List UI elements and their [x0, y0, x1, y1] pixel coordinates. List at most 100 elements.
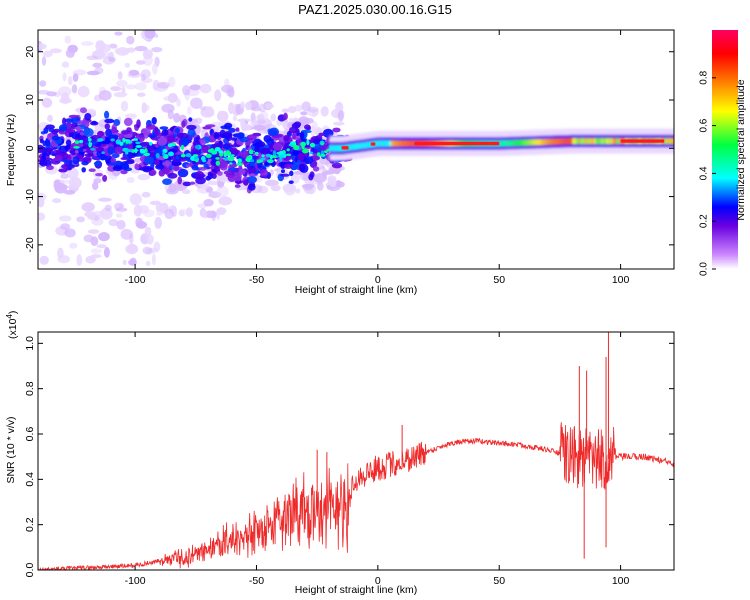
- noise-blob: [218, 196, 233, 206]
- speckle: [124, 160, 135, 165]
- band-inner: [405, 140, 408, 147]
- noise-blob: [189, 84, 202, 91]
- band-inner: [603, 138, 606, 144]
- noise-blob: [64, 228, 76, 238]
- band-inner: [582, 138, 586, 144]
- noise-blob: [336, 181, 345, 188]
- hot-spot: [79, 139, 84, 144]
- speckle: [187, 128, 196, 138]
- band-inner: [383, 140, 386, 147]
- speckle: [236, 133, 245, 139]
- colorbar-tick-label: 0.4: [699, 166, 710, 180]
- hot-spot: [135, 141, 141, 145]
- band-inner: [543, 139, 546, 145]
- noise-blob: [202, 209, 208, 219]
- speckle: [298, 163, 306, 172]
- band-inner: [499, 140, 503, 147]
- band-inner: [377, 140, 380, 147]
- noise-blob: [185, 207, 193, 218]
- noise-blob: [256, 119, 266, 125]
- noise-blob: [96, 244, 107, 249]
- band-inner: [523, 139, 526, 146]
- speckle: [191, 164, 199, 171]
- speckle: [171, 161, 182, 166]
- speckle: [123, 133, 133, 138]
- speckle: [304, 156, 314, 165]
- band-inner: [617, 138, 621, 144]
- noise-blob: [190, 97, 203, 109]
- noise-blob: [38, 212, 46, 221]
- hot-spot: [246, 156, 252, 159]
- speckle: [234, 184, 241, 188]
- hot-spot: [180, 145, 185, 150]
- noise-blob: [124, 113, 137, 119]
- snr-panel: -100 -50 0 50 100 0.0 0.2 0.4 0.6 0.8 1.0 Height o…: [5, 311, 675, 596]
- speckle: [238, 168, 246, 175]
- hot-spot: [211, 150, 218, 155]
- speckle: [222, 132, 232, 139]
- band-inner: [590, 138, 593, 144]
- band-inner: [332, 145, 335, 152]
- band-inner: [520, 139, 523, 146]
- hot-spot: [200, 156, 206, 161]
- noise-blob: [141, 102, 147, 114]
- noise-blob: [76, 216, 85, 223]
- band-inner: [511, 140, 514, 146]
- speckle: [75, 126, 82, 131]
- band-inner: [546, 139, 549, 145]
- band-inner: [665, 138, 669, 144]
- noise-blob: [142, 49, 153, 60]
- hot-spot: [250, 159, 255, 163]
- band-inner: [611, 138, 615, 144]
- noise-blob: [316, 182, 324, 191]
- band-inner: [391, 140, 395, 147]
- band-inner: [547, 139, 551, 145]
- speckle: [68, 114, 79, 119]
- y-tick-label: 0.2: [24, 517, 36, 532]
- colorbar-ticks: 0.0 0.2 0.4 0.6 0.8: [699, 70, 716, 276]
- speckle: [288, 126, 299, 134]
- speckle: [146, 143, 155, 151]
- band-inner: [565, 138, 568, 145]
- noise-blob: [110, 86, 122, 92]
- band-inner: [509, 140, 513, 146]
- speckle: [39, 138, 44, 144]
- speckle: [181, 120, 186, 128]
- noise-blob: [60, 173, 69, 179]
- band-inner: [594, 138, 597, 144]
- hot-spot: [302, 148, 309, 154]
- noise-blob: [207, 180, 220, 186]
- y-tick-label: 0: [24, 145, 36, 151]
- hot-spot: [248, 149, 254, 155]
- band-inner: [540, 139, 543, 145]
- hot-spot: [97, 138, 104, 142]
- speckle: [99, 154, 108, 161]
- noise-blob: [125, 244, 139, 255]
- speckle: [234, 179, 243, 184]
- speckle: [322, 128, 334, 138]
- speckle: [195, 176, 207, 185]
- speckle: [45, 124, 55, 130]
- speckle: [203, 163, 209, 168]
- noise-blob: [41, 97, 53, 108]
- hot-spot: [135, 145, 142, 148]
- speckle: [189, 181, 196, 185]
- speckle: [147, 152, 155, 157]
- speckle: [185, 164, 190, 168]
- speckle: [272, 142, 283, 151]
- noise-blob: [59, 215, 72, 222]
- noise-blob: [71, 84, 78, 94]
- band-inner: [521, 139, 524, 146]
- band-inner: [562, 138, 565, 145]
- hot-spot: [230, 154, 235, 157]
- hot-spot: [195, 159, 199, 163]
- speckle: [108, 162, 119, 166]
- band-inner: [504, 140, 507, 147]
- hot-spot: [317, 152, 321, 157]
- band-inner: [505, 140, 508, 147]
- noise-blob: [287, 106, 297, 114]
- speckle: [299, 131, 305, 139]
- band-inner: [518, 139, 521, 146]
- hot-spot: [301, 145, 305, 150]
